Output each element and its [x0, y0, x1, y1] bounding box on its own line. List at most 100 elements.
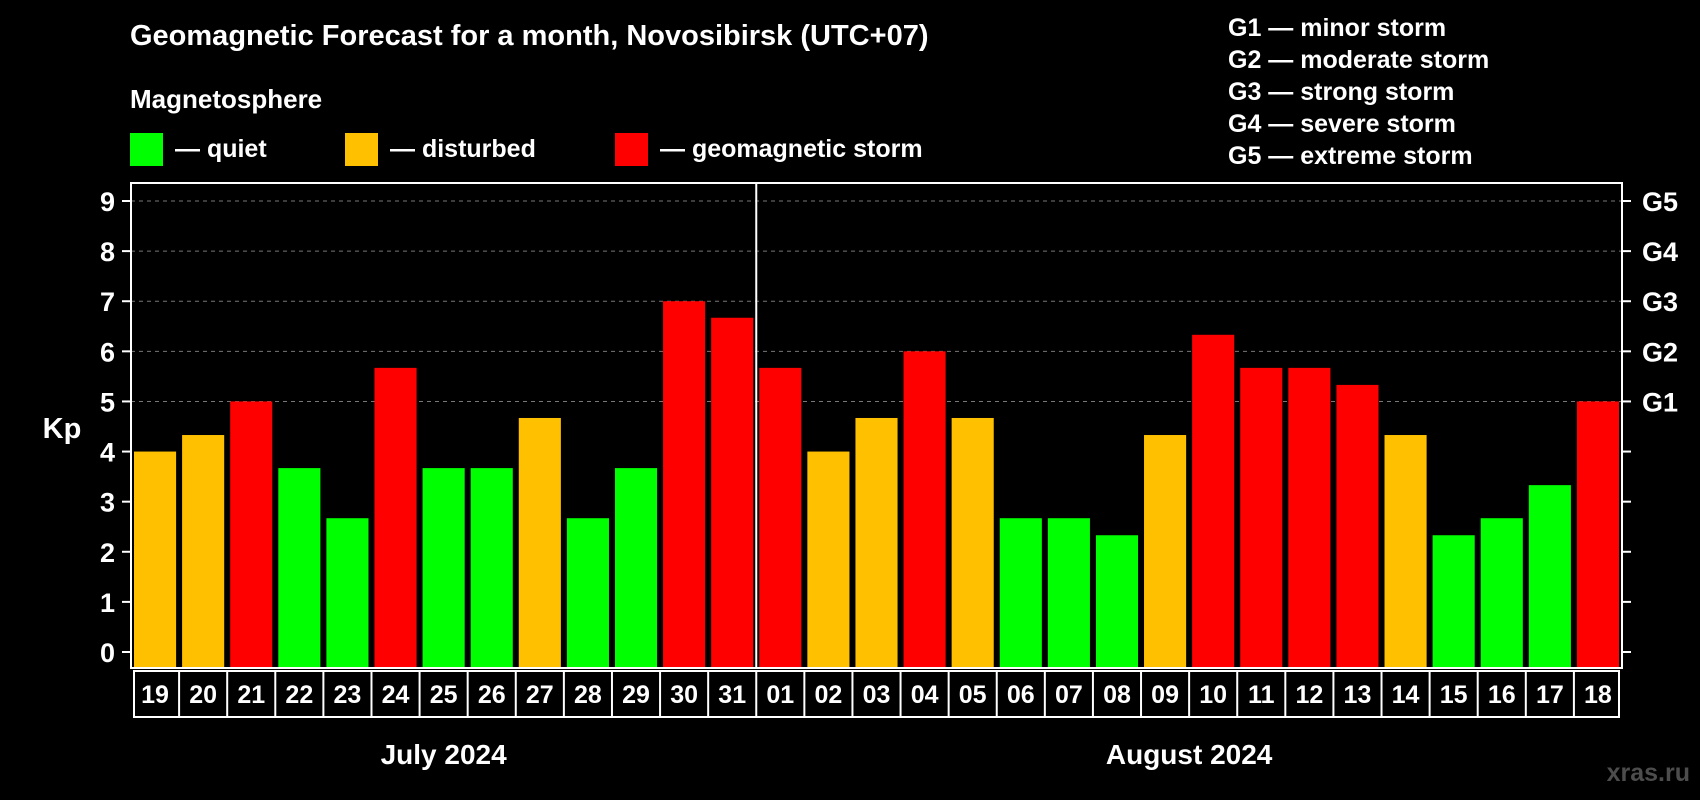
day-label: 29 [622, 681, 650, 709]
day-label: 24 [382, 681, 410, 709]
y-tick-label: 7 [100, 287, 115, 317]
bar [518, 417, 561, 667]
bar [374, 367, 417, 667]
day-label: 26 [478, 681, 506, 709]
y-tick-label: 3 [100, 488, 115, 518]
legend-label-storm: — geomagnetic storm [660, 135, 923, 163]
day-label: 27 [526, 681, 554, 709]
storm-scale-g5: G5 — extreme storm [1228, 142, 1473, 170]
day-label: 21 [237, 681, 265, 709]
y-tick-label: 4 [100, 438, 115, 468]
day-strip [133, 670, 1620, 718]
day-label: 02 [814, 681, 842, 709]
bar [1528, 485, 1571, 667]
bar [999, 518, 1042, 667]
storm-scale-g2: G2 — moderate storm [1228, 46, 1490, 74]
bar [759, 367, 802, 667]
bar [1192, 334, 1235, 667]
bar [326, 518, 369, 667]
day-label: 12 [1295, 681, 1323, 709]
legend-swatch-storm [615, 133, 648, 166]
day-label: 18 [1584, 681, 1612, 709]
legend-swatch-quiet [130, 133, 163, 166]
day-label: 31 [718, 681, 746, 709]
bar [614, 468, 658, 667]
bar [422, 468, 465, 667]
legend-label-disturbed: — disturbed [390, 135, 536, 163]
bar [1047, 518, 1090, 667]
storm-level-label: G3 [1642, 287, 1678, 317]
storm-scale-g3: G3 — strong storm [1228, 78, 1455, 106]
y-tick-label: 8 [100, 237, 115, 267]
storm-scale-g4: G4 — severe storm [1228, 110, 1456, 138]
storm-level-label: G4 [1642, 237, 1678, 267]
bar [1576, 401, 1619, 667]
day-label: 01 [766, 681, 794, 709]
bar [182, 435, 225, 667]
day-label: 07 [1055, 681, 1083, 709]
y-tick-label: 2 [100, 538, 115, 568]
day-label: 23 [334, 681, 362, 709]
day-label: 17 [1536, 681, 1564, 709]
legend-item-quiet: — quiet [130, 133, 267, 166]
bar [1095, 535, 1139, 667]
month-label: July 2024 [381, 739, 508, 770]
day-label: 28 [574, 681, 602, 709]
bar [855, 417, 898, 667]
y-axis-label: Kp [43, 413, 82, 445]
y-tick-label: 5 [100, 387, 115, 417]
day-label: 30 [670, 681, 698, 709]
bar [663, 301, 706, 667]
y-tick-label: 0 [100, 638, 115, 668]
legend-label-quiet: — quiet [175, 135, 267, 163]
day-label: 10 [1199, 681, 1227, 709]
bar [1288, 367, 1331, 667]
bar [230, 401, 273, 667]
bar [711, 317, 754, 667]
legend-title: Magnetosphere [130, 84, 323, 114]
day-label: 08 [1103, 681, 1131, 709]
bar [566, 518, 609, 667]
y-tick-label: 1 [100, 588, 115, 618]
bar [807, 451, 850, 667]
legend-item-disturbed: — disturbed [345, 133, 536, 166]
bar [1384, 435, 1427, 667]
storm-level-label: G2 [1642, 337, 1678, 367]
day-label: 14 [1392, 681, 1420, 709]
bar [1144, 435, 1187, 667]
chart-title: Geomagnetic Forecast for a month, Novosi… [130, 20, 929, 52]
y-tick-label: 9 [100, 187, 115, 217]
day-label: 22 [285, 681, 313, 709]
bar [903, 351, 946, 667]
bar [1480, 518, 1523, 667]
day-label: 16 [1488, 681, 1516, 709]
bar [1240, 367, 1283, 667]
day-label: 04 [911, 681, 939, 709]
day-label: 20 [189, 681, 217, 709]
day-label: 06 [1007, 681, 1035, 709]
bar [278, 468, 321, 667]
day-label: 11 [1248, 681, 1275, 709]
bar [134, 451, 177, 667]
storm-level-label: G1 [1642, 387, 1678, 417]
legend-item-storm: — geomagnetic storm [615, 133, 923, 166]
bar [470, 468, 513, 667]
storm-level-label: G5 [1642, 187, 1678, 217]
storm-scale-legend: G1 — minor storm G2 — moderate storm G3 … [1228, 12, 1489, 172]
month-label: August 2024 [1106, 739, 1273, 770]
bar [1336, 384, 1379, 667]
day-label: 09 [1151, 681, 1179, 709]
bar [951, 417, 994, 667]
day-label: 13 [1344, 681, 1372, 709]
storm-scale-g1: G1 — minor storm [1228, 14, 1447, 42]
watermark: xras.ru [1606, 759, 1690, 787]
plot-frame [130, 182, 1623, 669]
y-tick-label: 6 [100, 337, 115, 367]
day-label: 05 [959, 681, 987, 709]
day-label: 15 [1440, 681, 1468, 709]
day-label: 19 [141, 681, 169, 709]
day-label: 25 [430, 681, 458, 709]
legend-swatch-disturbed [345, 133, 378, 166]
day-label: 03 [863, 681, 891, 709]
